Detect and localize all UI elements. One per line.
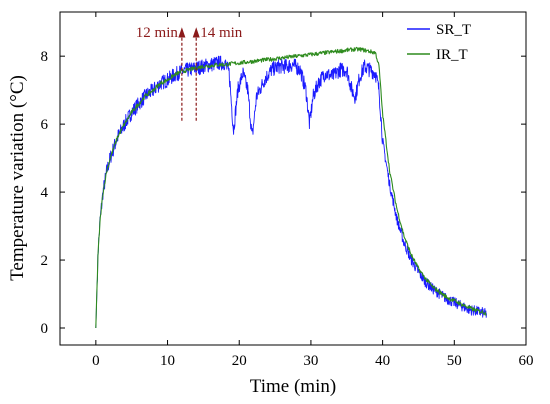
legend-label: SR_T (436, 22, 471, 38)
legend: SR_T IR_T (407, 22, 471, 63)
x-tick-label: 30 (303, 353, 318, 369)
series-layer (95, 46, 487, 329)
plot-frame (59, 11, 527, 346)
y-axis: 0 2 4 6 8 (41, 49, 526, 337)
y-tick-label: 4 (41, 185, 49, 201)
x-tick-label: 40 (375, 353, 390, 369)
y-tick-label: 2 (41, 253, 49, 269)
x-tick-label: 60 (519, 353, 534, 369)
y-tick-label: 8 (41, 49, 49, 65)
x-tick-label: 20 (232, 353, 247, 369)
x-tick-label: 50 (447, 353, 462, 369)
y-axis-title: Temperature variation (°C) (7, 75, 28, 281)
y-tick-label: 6 (41, 117, 49, 133)
annotation-arrowhead (178, 27, 186, 38)
annotation-label: 14 min (200, 25, 243, 41)
x-axis: 0 10 20 30 40 50 60 (92, 12, 534, 369)
plot-area: 12 min 14 min 0 10 20 30 40 50 60 0 2 4 6 8 (41, 11, 534, 369)
legend-label: IR_T (436, 47, 468, 63)
x-axis-title: Time (min) (250, 376, 336, 397)
annotation-layer: 12 min 14 min (136, 25, 243, 121)
series-line-sr-t (95, 55, 487, 329)
annotation-label: 12 min (136, 25, 179, 41)
series-line-ir-t (95, 46, 487, 329)
x-tick-label: 0 (92, 353, 100, 369)
annotation-arrowhead (192, 27, 200, 38)
x-tick-label: 10 (160, 353, 175, 369)
y-tick-label: 0 (41, 321, 49, 337)
